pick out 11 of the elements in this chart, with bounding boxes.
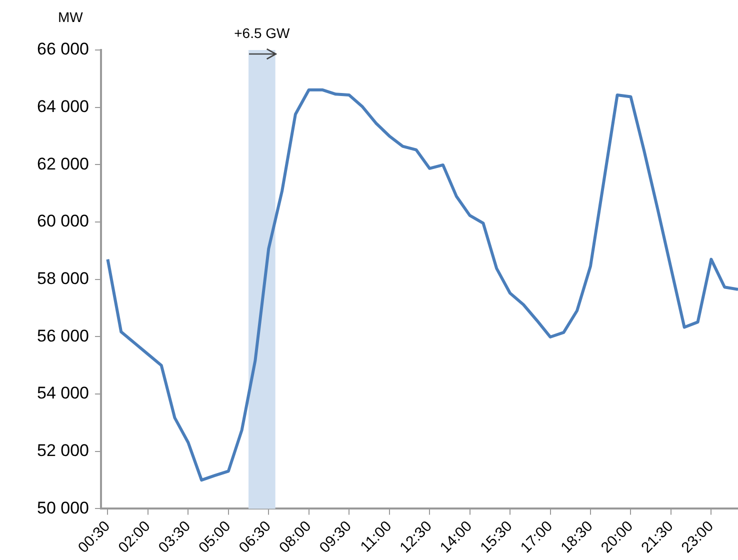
y-tick-label: 62 000 — [37, 154, 89, 174]
y-tick-label: 64 000 — [37, 97, 89, 116]
y-tick-label: 58 000 — [37, 269, 89, 288]
text: +6.5 GW — [234, 25, 291, 41]
y-tick-label: 50 000 — [37, 498, 89, 518]
y-tick-label: 56 000 — [37, 326, 89, 346]
y-tick-label: 60 000 — [37, 212, 89, 231]
y-tick-label: 66 000 — [37, 40, 89, 59]
y-tick-label: 54 000 — [37, 384, 89, 403]
y-tick-label: 52 000 — [37, 441, 89, 460]
y-axis-title: MW — [58, 9, 84, 25]
